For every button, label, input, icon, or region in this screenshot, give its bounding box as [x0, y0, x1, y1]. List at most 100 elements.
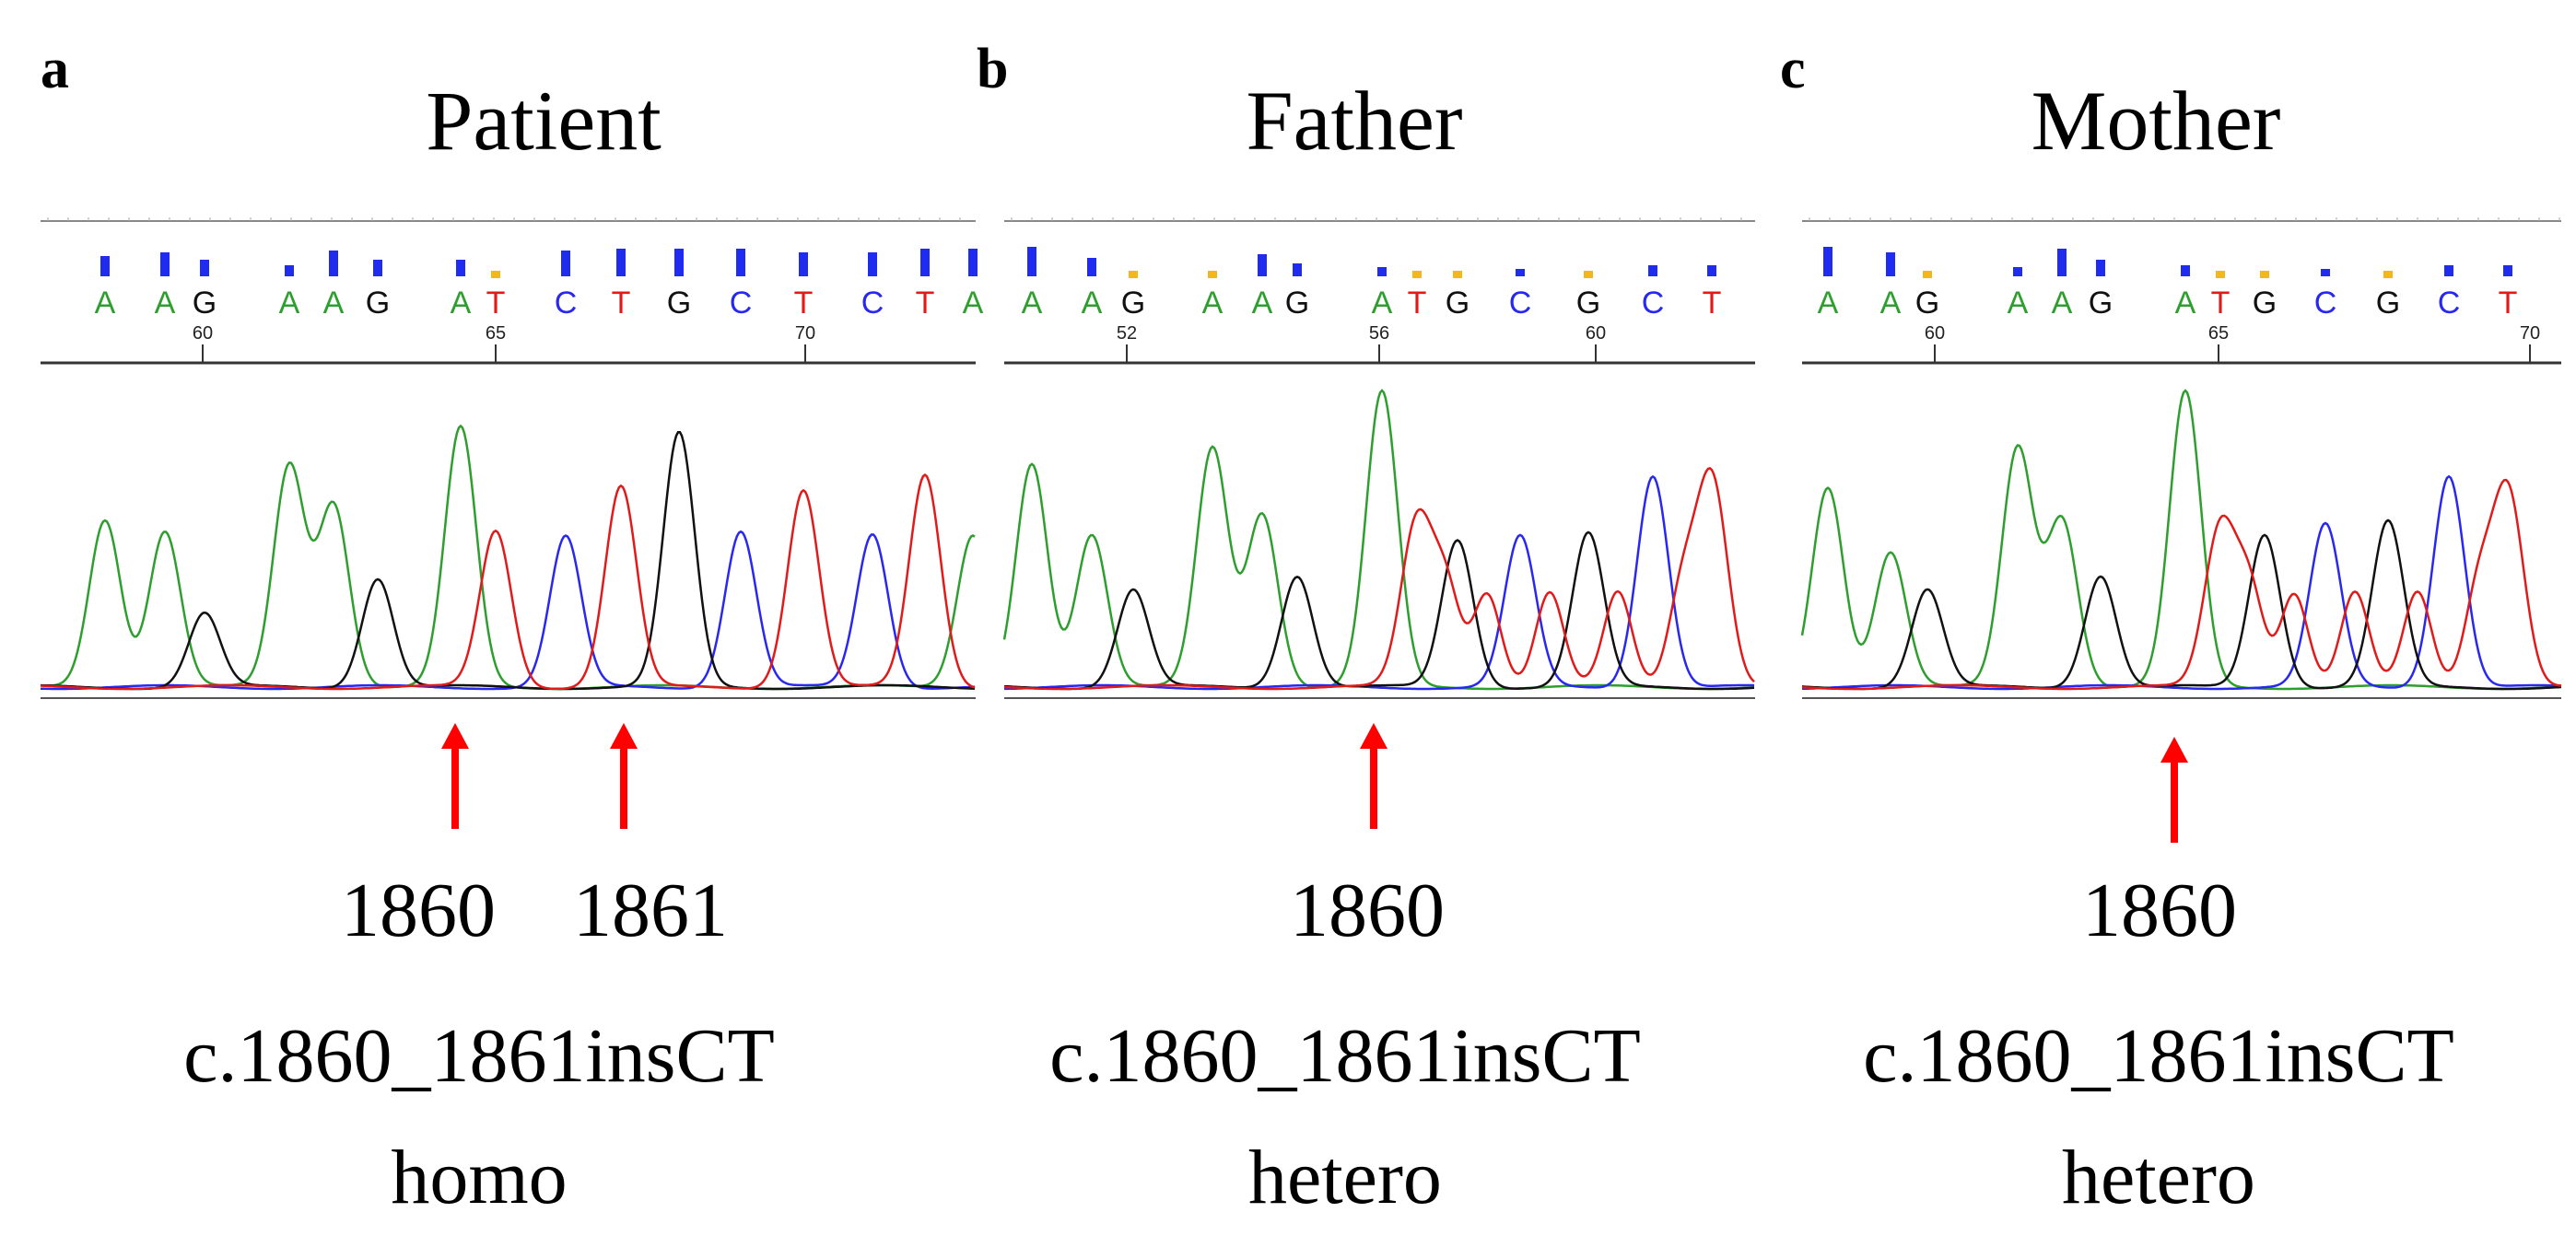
- base-call: A: [1202, 286, 1224, 321]
- mutation-label: c.1860_1861insCT: [1863, 1013, 2454, 1099]
- panel-a: a Patient A A G A A G A T C T G C T C T A 60 65 70 1860 18…: [0, 0, 984, 1236]
- position-tick-label: 52: [1117, 323, 1137, 344]
- trace-T: [1003, 467, 1755, 691]
- quality-bar: [2444, 265, 2453, 276]
- base-call: A: [1818, 286, 1839, 321]
- base-call: T: [2211, 286, 2231, 321]
- base-call: A: [2008, 286, 2029, 321]
- position-label-1860: 1860: [1290, 868, 1445, 953]
- trace-C: [1004, 474, 1755, 691]
- panel-letter: b: [977, 38, 1009, 100]
- position-label-1860: 1860: [2082, 868, 2237, 953]
- base-call: T: [916, 286, 935, 321]
- quality-bar: [561, 251, 570, 276]
- quality-bar: [1412, 271, 1422, 278]
- quality-bar: [2216, 271, 2225, 278]
- base-call: G: [667, 286, 691, 321]
- quality-bar: [968, 249, 978, 276]
- quality-bar: [491, 271, 500, 278]
- quality-bar: [1027, 247, 1036, 276]
- base-call: T: [486, 286, 506, 321]
- trace-T: [40, 473, 976, 691]
- base-call: C: [555, 286, 578, 321]
- trace-A: [41, 424, 976, 691]
- position-tick-label: 70: [795, 323, 815, 344]
- base-call: G: [2253, 286, 2277, 321]
- base-call: T: [794, 286, 814, 321]
- quality-bar: [2260, 271, 2269, 278]
- quality-bar: [920, 249, 930, 276]
- trace-A: [1002, 389, 1755, 691]
- base-call: A: [963, 286, 984, 321]
- base-call: T: [1408, 286, 1427, 321]
- base-call: T: [1703, 286, 1722, 321]
- quality-bar: [2321, 269, 2330, 276]
- position-label-1861: 1861: [573, 868, 728, 953]
- quality-bar: [1923, 271, 1932, 278]
- zygosity-label: homo: [391, 1135, 568, 1220]
- base-call: T: [612, 286, 631, 321]
- quality-bar: [373, 260, 382, 276]
- base-call: A: [2175, 286, 2196, 321]
- quality-bar: [456, 260, 465, 276]
- trace-A: [1800, 389, 2562, 691]
- panel-letter: c: [1780, 38, 1806, 100]
- quality-bar: [2096, 260, 2105, 276]
- chromatogram-father: A A G A A G A T G C G C T52 56 60: [1002, 217, 1755, 699]
- base-call: A: [323, 286, 345, 321]
- quality-bar: [285, 265, 294, 276]
- base-call: G: [193, 286, 217, 321]
- quality-bar: [1886, 252, 1895, 276]
- base-call: C: [2438, 286, 2461, 321]
- quality-bar: [100, 256, 110, 276]
- quality-bar: [2503, 265, 2512, 276]
- quality-bar: [1707, 265, 1716, 276]
- quality-bar: [736, 249, 745, 276]
- quality-bar: [1129, 271, 1138, 278]
- base-call: G: [1285, 286, 1309, 321]
- base-call: G: [366, 286, 390, 321]
- base-call: A: [1252, 286, 1273, 321]
- base-call: G: [1576, 286, 1600, 321]
- panel-title: Father: [1246, 74, 1463, 168]
- arrow-1861: [610, 723, 638, 829]
- quality-bar: [616, 249, 626, 276]
- trace-G: [1801, 519, 2562, 691]
- panel-c: c Mother A A G A A G A T G C G C T 60 65 70 1860 c.1860…: [1741, 0, 2576, 1236]
- panel-title: Mother: [2031, 74, 2281, 168]
- trace-T: [1801, 478, 2562, 691]
- trace-G: [41, 431, 976, 691]
- quality-bar: [1293, 263, 1302, 276]
- position-tick-label: 56: [1369, 323, 1389, 344]
- chromatogram-patient: A A G A A G A T C T G C T C T A60 65 70: [40, 217, 984, 699]
- position-tick-label: 70: [2520, 323, 2540, 344]
- quality-bar: [1516, 269, 1525, 276]
- base-call: G: [2376, 286, 2400, 321]
- arrow-1860: [2160, 737, 2188, 843]
- quality-bar: [868, 252, 877, 276]
- quality-bar: [1648, 265, 1657, 276]
- base-call: G: [2089, 286, 2113, 321]
- base-call: C: [1642, 286, 1665, 321]
- quality-bar: [799, 252, 808, 276]
- quality-bar: [2013, 267, 2022, 276]
- chromatogram-mother: A A G A A G A T G C G C T60 65 70: [1800, 217, 2562, 699]
- mutation-label: c.1860_1861insCT: [1049, 1013, 1641, 1099]
- arrow-1860: [1360, 723, 1388, 829]
- base-call: A: [279, 286, 300, 321]
- quality-bar: [2383, 271, 2393, 278]
- base-call: G: [1915, 286, 1939, 321]
- zygosity-label: hetero: [2062, 1135, 2255, 1220]
- base-call: A: [95, 286, 116, 321]
- position-tick-label: 65: [486, 323, 506, 344]
- base-call: A: [2052, 286, 2073, 321]
- panel-b: b Father A A G A A G A T G C G C T 52 56 60 1860 c.1860…: [949, 0, 1755, 1236]
- quality-bar: [1258, 254, 1267, 276]
- base-call: T: [2499, 286, 2518, 321]
- base-call: G: [1121, 286, 1145, 321]
- quality-bar: [329, 251, 338, 276]
- position-tick-label: 65: [2208, 323, 2229, 344]
- quality-bar: [1087, 258, 1096, 276]
- base-call: G: [1446, 286, 1469, 321]
- panel-title: Patient: [426, 74, 662, 168]
